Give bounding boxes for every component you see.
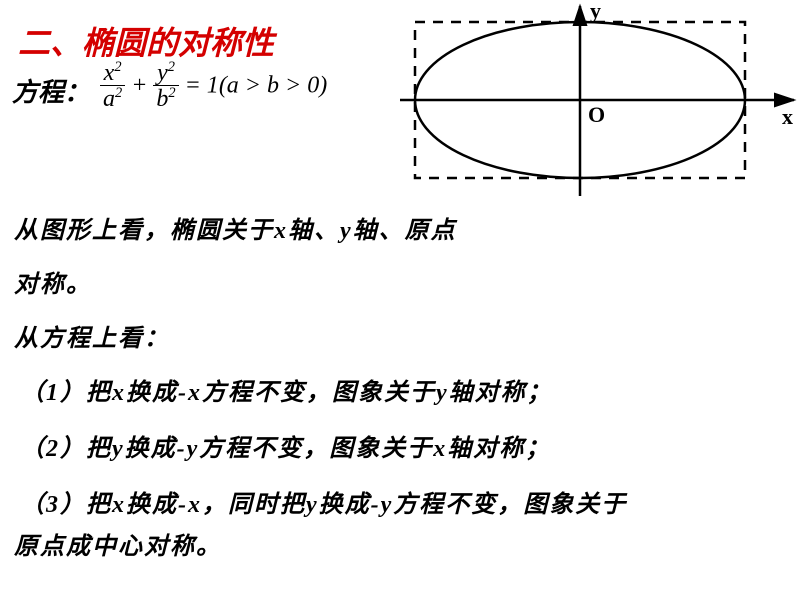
svg-text:O: O — [588, 102, 605, 127]
body-line-6: 原点成中心对称。 — [14, 526, 222, 561]
equation-label: 方程： — [12, 72, 90, 109]
eq-den1: a — [103, 86, 115, 112]
svg-text:x: x — [782, 104, 793, 129]
body-line-3: （1）把x换成-x方程不变，图象关于y轴对称； — [20, 372, 553, 407]
eq-num1: x — [104, 60, 115, 86]
section-title: 二、椭圆的对称性 — [18, 18, 274, 64]
eq-rhs: = 1 — [185, 73, 219, 99]
ellipse-equation: x2 a2 + y2 b2 = 1(a > b > 0) — [100, 60, 327, 112]
eq-cond: (a > b > 0) — [219, 73, 327, 99]
body-line-1: 对称。 — [14, 264, 92, 299]
body-line-5: （3）把x换成-x，同时把y换成-y方程不变，图象关于 — [20, 484, 627, 519]
ellipse-diagram: y x O — [400, 0, 800, 200]
body-line-4: （2）把y换成-y方程不变，图象关于x轴对称； — [20, 428, 551, 463]
eq-den2: b — [156, 86, 168, 112]
eq-num2: y — [157, 60, 168, 86]
body-line-0: 从图形上看，椭圆关于x轴、y轴、原点 — [14, 210, 457, 245]
body-line-2: 从方程上看： — [14, 318, 170, 353]
svg-text:y: y — [590, 0, 601, 23]
